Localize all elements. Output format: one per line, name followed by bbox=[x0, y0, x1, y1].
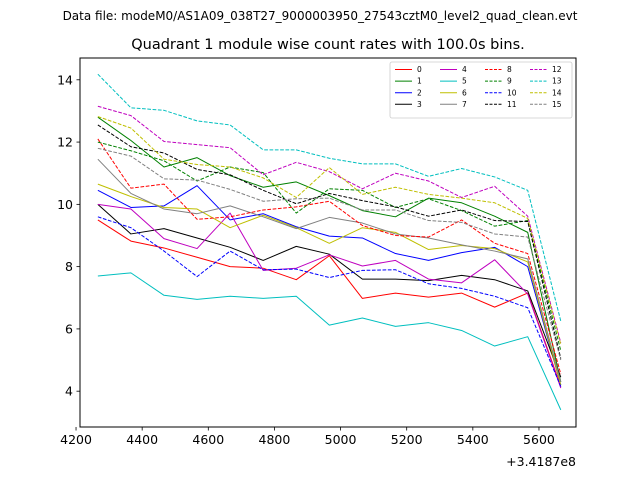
legend-label-9: 9 bbox=[507, 77, 512, 86]
legend-label-13: 13 bbox=[552, 77, 562, 86]
series-line-13 bbox=[97, 73, 562, 322]
legend-label-14: 14 bbox=[552, 88, 562, 97]
x-tick-label: 5600 bbox=[523, 432, 555, 447]
series-line-15 bbox=[97, 147, 562, 361]
legend-frame bbox=[389, 61, 573, 119]
legend-label-5: 5 bbox=[462, 77, 467, 86]
suptitle: Data file: modeM0/AS1A09_038T27_90000039… bbox=[63, 9, 578, 23]
series-line-0 bbox=[97, 219, 562, 387]
x-tick-label: 5000 bbox=[325, 432, 357, 447]
series-line-9 bbox=[97, 141, 562, 351]
series-line-2 bbox=[97, 185, 562, 386]
series-line-7 bbox=[97, 158, 562, 382]
x-tick-label: 5200 bbox=[391, 432, 423, 447]
legend-label-7: 7 bbox=[462, 100, 467, 109]
legend-label-2: 2 bbox=[417, 88, 422, 97]
y-tick-label: 10 bbox=[57, 197, 73, 212]
series-line-14 bbox=[97, 116, 562, 345]
series-line-4 bbox=[97, 203, 562, 389]
series-layer bbox=[97, 73, 562, 411]
y-tick-label: 12 bbox=[57, 135, 73, 150]
legend-label-1: 1 bbox=[417, 77, 422, 86]
legend-label-11: 11 bbox=[507, 100, 517, 109]
y-axis: 4 6 8 10 12 14 bbox=[57, 72, 80, 399]
y-tick-label: 4 bbox=[65, 384, 73, 399]
series-line-12 bbox=[97, 105, 562, 344]
legend-label-10: 10 bbox=[507, 88, 517, 97]
series-line-8 bbox=[97, 138, 562, 375]
x-tick-label: 4800 bbox=[259, 432, 291, 447]
legend-label-12: 12 bbox=[552, 65, 562, 74]
series-line-1 bbox=[97, 116, 562, 382]
legend-label-8: 8 bbox=[507, 65, 512, 74]
series-line-3 bbox=[97, 203, 562, 378]
y-tick-label: 6 bbox=[65, 321, 73, 336]
axes-frame bbox=[79, 57, 577, 428]
y-tick-label: 14 bbox=[57, 72, 73, 87]
series-line-5 bbox=[97, 272, 562, 411]
legend-label-15: 15 bbox=[552, 100, 562, 109]
legend-label-4: 4 bbox=[462, 65, 467, 74]
x-offset-label: +3.4187e8 bbox=[506, 454, 576, 469]
series-line-10 bbox=[97, 216, 562, 387]
x-tick-label: 4200 bbox=[60, 432, 92, 447]
series-line-6 bbox=[97, 183, 562, 386]
series-line-11 bbox=[97, 124, 562, 359]
x-tick-label: 5400 bbox=[457, 432, 489, 447]
x-axis: 4200 4400 4600 4800 5000 5200 5400 5600 bbox=[60, 427, 555, 447]
legend-label-6: 6 bbox=[462, 88, 467, 97]
legend-label-0: 0 bbox=[417, 65, 422, 74]
legend-label-3: 3 bbox=[417, 100, 422, 109]
x-tick-label: 4600 bbox=[192, 432, 224, 447]
y-tick-label: 8 bbox=[65, 259, 73, 274]
chart-title: Quadrant 1 module wise count rates with … bbox=[131, 37, 525, 53]
x-tick-label: 4400 bbox=[126, 432, 158, 447]
